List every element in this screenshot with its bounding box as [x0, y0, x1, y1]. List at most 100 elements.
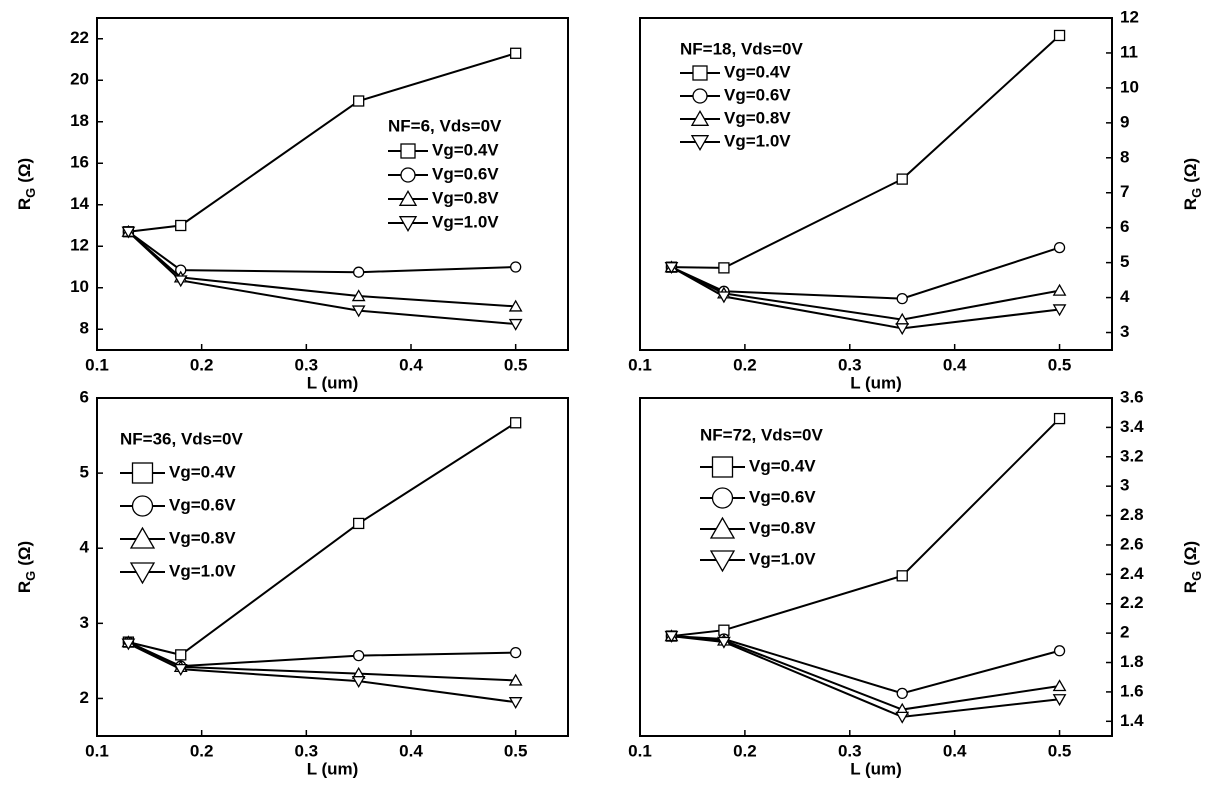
legend-label: Vg=1.0V — [169, 561, 236, 580]
x-tick-label: 0.2 — [190, 741, 214, 760]
marker — [1052, 283, 1067, 296]
legend-label: Vg=1.0V — [749, 549, 816, 568]
marker — [129, 562, 156, 585]
marker — [129, 526, 156, 549]
marker — [718, 262, 730, 274]
marker — [508, 299, 523, 312]
marker — [353, 517, 365, 530]
series-line — [127, 230, 516, 274]
series-line — [671, 635, 1060, 718]
series-line — [127, 641, 516, 668]
y-label-sub: G — [1189, 571, 1204, 581]
x-axis-label: L (um) — [850, 373, 902, 392]
marker — [896, 687, 908, 700]
y-tick-label: 3 — [1120, 476, 1129, 495]
y-tick-label: 6 — [1120, 217, 1129, 236]
series-line — [127, 230, 516, 326]
series-line — [671, 246, 1060, 300]
y-tick-label: 16 — [70, 153, 89, 172]
y-tick-label: 10 — [70, 277, 89, 296]
legend-label: Vg=1.0V — [432, 212, 499, 231]
marker — [508, 673, 523, 686]
marker — [510, 417, 522, 429]
y-label-sub: G — [1189, 188, 1204, 198]
y-tick-label: 22 — [70, 28, 89, 47]
y-tick-label: 18 — [70, 111, 89, 130]
y-axis-label: RG (Ω) — [15, 541, 38, 593]
legend-title: NF=6, Vds=0V — [388, 116, 502, 135]
marker — [711, 487, 734, 509]
marker — [353, 266, 365, 278]
y-tick-label: 1.6 — [1120, 681, 1144, 700]
marker — [896, 173, 908, 185]
x-tick-label: 0.5 — [504, 741, 528, 760]
x-axis-label: L (um) — [850, 759, 902, 778]
marker — [121, 226, 136, 239]
marker — [131, 495, 154, 517]
marker — [709, 516, 736, 539]
legend-label: Vg=1.0V — [724, 131, 791, 150]
marker — [717, 291, 731, 304]
y-label-unit: (Ω) — [15, 158, 34, 183]
x-tick-label: 0.4 — [399, 355, 423, 374]
legend-label: Vg=0.4V — [749, 456, 816, 475]
marker — [1052, 304, 1067, 317]
marker — [711, 456, 734, 478]
marker — [896, 292, 908, 305]
x-tick-label: 0.1 — [628, 355, 652, 374]
y-axis-label: RG (Ω) — [15, 158, 38, 210]
series-line — [127, 230, 516, 308]
marker — [121, 638, 136, 651]
y-label-sub: G — [23, 571, 38, 581]
y-tick-label: 9 — [1120, 112, 1129, 131]
y-tick-label: 1.8 — [1120, 652, 1144, 671]
y-tick-label: 2 — [1120, 623, 1129, 642]
x-tick-label: 0.1 — [85, 355, 109, 374]
plot-frame — [96, 397, 569, 737]
legend-label: Vg=0.4V — [432, 140, 499, 159]
y-tick-label: 1.4 — [1120, 711, 1144, 730]
y-tick-label: 14 — [70, 194, 89, 213]
marker — [353, 649, 365, 662]
series-line — [671, 635, 1060, 711]
y-axis-label: RG (Ω) — [1181, 158, 1204, 210]
y-label-main: R — [1181, 198, 1200, 210]
marker — [400, 167, 416, 183]
x-tick-label: 0.3 — [295, 741, 319, 760]
legend-label: Vg=0.4V — [724, 62, 791, 81]
x-axis-label: L (um) — [307, 759, 359, 778]
x-tick-label: 0.2 — [190, 355, 214, 374]
marker — [895, 711, 910, 724]
marker — [709, 550, 736, 573]
y-label-sub: G — [23, 188, 38, 198]
marker — [1053, 241, 1066, 254]
legend-label: Vg=0.8V — [749, 518, 816, 537]
y-tick-label: 3.4 — [1120, 417, 1144, 436]
marker — [351, 305, 366, 318]
y-tick-label: 3.2 — [1120, 446, 1144, 465]
y-tick-label: 3 — [1120, 322, 1129, 341]
series-line — [671, 34, 1061, 269]
marker — [692, 65, 708, 81]
marker — [398, 216, 418, 233]
y-tick-label: 2.6 — [1120, 534, 1144, 553]
y-tick-label: 6 — [80, 387, 89, 406]
marker — [1053, 412, 1066, 425]
plot-frame — [639, 397, 1113, 737]
x-tick-label: 0.1 — [628, 741, 652, 760]
marker — [1053, 29, 1066, 42]
marker — [510, 47, 522, 59]
y-label-unit: (Ω) — [15, 541, 34, 566]
x-tick-label: 0.3 — [838, 741, 862, 760]
marker — [400, 143, 416, 159]
marker — [690, 135, 710, 152]
x-tick-label: 0.4 — [399, 741, 423, 760]
marker — [508, 697, 523, 710]
marker — [508, 318, 523, 331]
x-tick-label: 0.3 — [838, 355, 862, 374]
marker — [1053, 645, 1066, 657]
marker — [510, 646, 522, 659]
series-line — [127, 642, 516, 704]
x-tick-label: 0.2 — [733, 741, 757, 760]
